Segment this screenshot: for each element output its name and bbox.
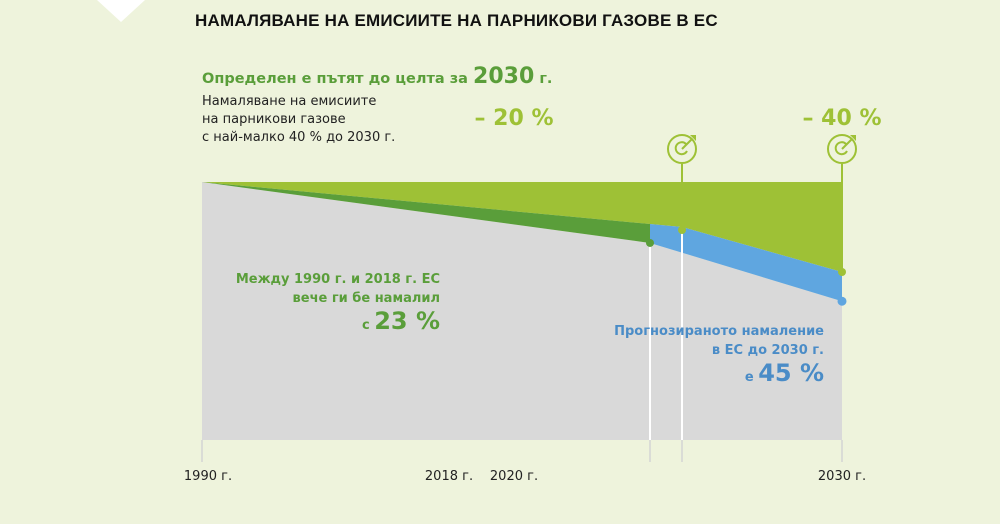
target-2020-label: – 20 % [474, 106, 554, 131]
heading-suffix: г. [539, 71, 553, 87]
heading: Определен е пътят до целта за 2030 г. [202, 64, 552, 89]
subtitle-line: Намаляване на емисиите [202, 94, 377, 109]
projected-reduction-area [650, 224, 842, 302]
annotation-line: Прогнозираното намаление [614, 324, 824, 339]
target-area [202, 182, 842, 272]
chevron-decoration [97, 0, 145, 22]
projected-reduction-annotation: Прогнозираното намаление в ЕС до 2030 г.… [614, 322, 824, 387]
target-arrow-icon [681, 138, 693, 150]
actual-reduction-annotation: Между 1990 г. и 2018 г. ЕС вече ги бе на… [236, 270, 440, 335]
subtitle-line: с най-малко 40 % до 2030 г. [202, 130, 396, 145]
annotation-value: 23 % [374, 307, 440, 335]
target-arrow-head [850, 135, 856, 141]
heading-year: 2030 [473, 64, 535, 89]
annotation-value: 45 % [758, 359, 824, 387]
target-icon [827, 134, 857, 164]
target-arrow-icon [841, 138, 853, 150]
x-tick-label: 2018 г. [424, 469, 474, 484]
target-icon [667, 134, 697, 164]
target-2020-dot [678, 226, 686, 234]
annotation-prefix: с [361, 318, 370, 333]
target-arrow-head [690, 135, 696, 141]
target-icon-ring [674, 141, 688, 156]
achieved-reduction-area [202, 182, 650, 243]
target-2030-label: – 40 % [802, 106, 882, 131]
annotation-prefix: е [744, 370, 754, 385]
annotation-line: в ЕС до 2030 г. [711, 343, 824, 358]
heading-text: Определен е пътят до целта за [202, 71, 468, 87]
projected-2030-dot [837, 296, 847, 306]
page-title: НАМАЛЯВАНЕ НА ЕМИСИИТЕ НА ПАРНИКОВИ ГАЗО… [195, 11, 718, 30]
x-tick-label: 2030 г. [817, 469, 867, 484]
annotation-line: Между 1990 г. и 2018 г. ЕС [235, 272, 440, 287]
subtitle-line: на парникови газове [202, 112, 346, 127]
target-2030-dot [838, 268, 846, 276]
target-icon-ring [834, 141, 848, 156]
x-tick-label: 2020 г. [489, 469, 539, 484]
annotation-line: вече ги бе намалил [292, 291, 440, 306]
actual-2018-dot [646, 238, 654, 247]
x-tick-label: 1990 г. [183, 469, 233, 484]
